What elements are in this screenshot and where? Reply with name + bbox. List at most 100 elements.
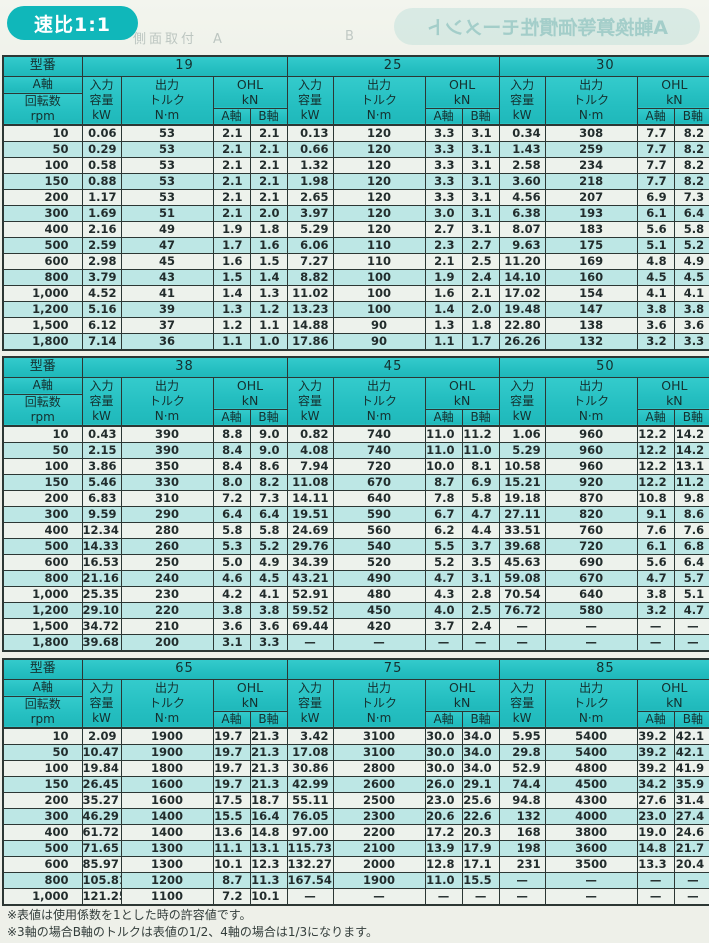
value-cell: 6.38 [498,205,546,223]
value-cell: — [673,634,709,652]
rpm-cell: 150 [2,776,83,794]
value-cell: 4.4 [461,522,500,540]
table-row: 800105.8112008.711.3167.54190011.015.5——… [2,872,709,890]
value-cell: 35.9 [673,776,709,794]
rpm-cell: 1,200 [2,301,83,319]
value-cell: 670 [544,570,638,588]
value-cell: 9.1 [636,506,675,524]
rpm-cell: 500 [2,237,83,255]
value-cell: 39.2 [636,744,675,762]
value-cell: 5400 [544,744,638,762]
value-cell: 154 [544,285,638,303]
value-cell: 12.3 [249,856,288,874]
value-cell: 5.8 [212,522,251,540]
value-cell: 34.0 [461,744,500,762]
table-row: 1,800 7.14 36 1.1 1.0 17.86 90 1.1 1.7 26.26 132 3.… [2,333,709,351]
table-row: 10 0.43 390 8.8 9.0 0.82 740 11.0 11.2 1.06 960 12.… [2,425,709,444]
value-cell: — [636,872,675,890]
model-number: 75 [286,658,500,680]
value-cell: 0.82 [286,425,334,444]
table-row: 50 0.29 53 2.1 2.1 0.66 120 3.3 3.1 1.43 259 7.7 8.2 [2,141,709,159]
value-cell: 3.7 [461,538,500,556]
table-row: 400 61.72 1400 13.6 14.8 97.00 2200 17.2 20.3 168… [2,824,709,842]
value-cell: 25.6 [461,792,500,810]
rpm-cell: 200 [2,490,83,508]
value-cell: 1900 [120,744,214,762]
value-cell: 2.58 [498,157,546,175]
value-cell: 8.07 [498,221,546,239]
value-cell: 17.02 [498,285,546,303]
value-cell: 26.0 [424,776,463,794]
ratio-table: 型番 65 75 85 A軸 入力 容量 kW 出力 トルク N·m OHL kN 入力 容量 … [2,658,709,907]
value-cell: 7.3 [249,490,288,508]
value-cell: 132 [544,333,638,351]
value-cell: 2.8 [461,586,500,604]
value-cell: 2.1 [424,253,463,271]
a-axis-col-header: A軸 [212,710,251,729]
value-cell: 4.7 [636,570,675,588]
output-torque-header: 出力 トルク N·m [332,678,426,729]
value-cell: 2.5 [461,253,500,271]
value-cell: 120 [332,205,426,223]
value-cell: 8.2 [249,474,288,492]
value-cell: 1.8 [249,221,288,239]
spec-table-38-45-50: 型番 38 45 50 A軸 入力 容量 kW 出力 トルク N·m OHL kN 入力 容量 … [2,356,709,653]
value-cell: 2.15 [81,442,122,460]
value-cell: — [461,888,500,906]
value-cell: 53 [120,173,214,191]
value-cell: 1.69 [81,205,122,223]
value-cell: 8.4 [212,442,251,460]
ohl-header: OHL kN [424,75,500,109]
value-cell: 4300 [544,792,638,810]
rpm-cell: 100 [2,458,83,476]
value-cell: 920 [544,474,638,492]
input-capacity-header: 入力 容量 kW [286,376,334,427]
value-cell: 590 [332,506,426,524]
table-row: 600 2.98 45 1.6 1.5 7.27 110 2.1 2.5 11.20 169 4.8 4… [2,253,709,271]
value-cell: 3800 [544,824,638,842]
rotation-speed-header: 回転数 rpm [2,695,83,729]
value-cell: 640 [332,490,426,508]
value-cell: 2.7 [424,221,463,239]
value-cell: 11.0 [424,425,463,444]
value-cell: 4.5 [673,269,709,287]
value-cell: 2.1 [249,189,288,207]
value-cell: 90 [332,333,426,351]
value-cell: 21.3 [249,760,288,778]
value-cell: 230 [120,586,214,604]
value-cell: 42.99 [286,776,334,794]
table-row: 150 0.88 53 2.1 2.1 1.98 120 3.3 3.1 3.60 218 7.7 8.… [2,173,709,191]
value-cell: 115.73 [286,840,334,858]
rpm-cell: 50 [2,442,83,460]
value-cell: 16.4 [249,808,288,826]
value-cell: 21.3 [249,776,288,794]
value-cell: 870 [544,490,638,508]
value-cell: 11.02 [286,285,334,303]
value-cell: 8.8 [212,425,251,444]
value-cell: 3.6 [636,317,675,335]
value-cell: 5.29 [286,221,334,239]
value-cell: 8.2 [673,157,709,175]
value-cell: 1200 [120,872,214,890]
value-cell: 11.20 [498,253,546,271]
value-cell: 3.2 [636,333,675,351]
value-cell: 8.6 [249,458,288,476]
value-cell: — [498,634,546,652]
value-cell: 6.2 [424,522,463,540]
value-cell: 420 [332,618,426,636]
value-cell: 59.08 [498,570,546,588]
value-cell: 540 [332,538,426,556]
value-cell: 6.4 [673,554,709,572]
value-cell: 0.06 [81,124,122,143]
value-cell: 3100 [332,727,426,746]
value-cell: 3.60 [498,173,546,191]
value-cell: 85.97 [81,856,122,874]
value-cell: 4.5 [636,269,675,287]
value-cell: 2.0 [461,301,500,319]
input-capacity-header: 入力 容量 kW [498,376,546,427]
value-cell: 10.1 [212,856,251,874]
value-cell: 520 [332,554,426,572]
value-cell: — [332,888,426,906]
value-cell: 820 [544,506,638,524]
value-cell: 34.72 [81,618,122,636]
